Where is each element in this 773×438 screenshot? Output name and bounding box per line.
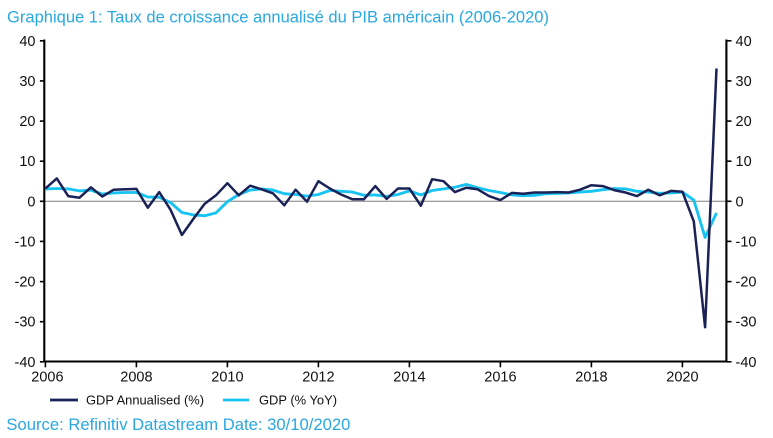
svg-text:40: 40 [19, 34, 35, 50]
svg-text:2020: 2020 [666, 370, 698, 386]
svg-text:40: 40 [736, 34, 752, 50]
svg-text:-40: -40 [736, 355, 757, 371]
svg-text:-10: -10 [736, 234, 757, 250]
svg-text:0: 0 [27, 194, 35, 210]
svg-text:GDP (% YoY): GDP (% YoY) [259, 393, 337, 408]
svg-text:-20: -20 [736, 275, 757, 291]
svg-text:2008: 2008 [120, 370, 152, 386]
svg-text:2014: 2014 [393, 370, 425, 386]
svg-text:-30: -30 [736, 315, 757, 331]
svg-text:2016: 2016 [484, 370, 516, 386]
svg-text:-30: -30 [15, 315, 36, 331]
svg-text:10: 10 [736, 154, 752, 170]
svg-text:20: 20 [736, 114, 752, 130]
svg-text:GDP Annualised (%): GDP Annualised (%) [86, 393, 204, 408]
svg-text:-10: -10 [15, 234, 36, 250]
svg-text:2010: 2010 [211, 370, 243, 386]
svg-text:30: 30 [19, 74, 35, 90]
svg-text:-40: -40 [15, 355, 36, 371]
svg-text:Graphique 1: Taux de croissanc: Graphique 1: Taux de croissance annualis… [7, 9, 549, 27]
svg-text:10: 10 [19, 154, 35, 170]
svg-text:30: 30 [736, 74, 752, 90]
svg-text:2006: 2006 [31, 370, 63, 386]
svg-text:Source: Refinitiv Datastream D: Source: Refinitiv Datastream Date: 30/10… [6, 416, 350, 434]
svg-text:2018: 2018 [575, 370, 607, 386]
svg-text:0: 0 [736, 194, 744, 210]
svg-text:20: 20 [19, 114, 35, 130]
svg-text:2012: 2012 [302, 370, 334, 386]
svg-text:-20: -20 [15, 275, 36, 291]
